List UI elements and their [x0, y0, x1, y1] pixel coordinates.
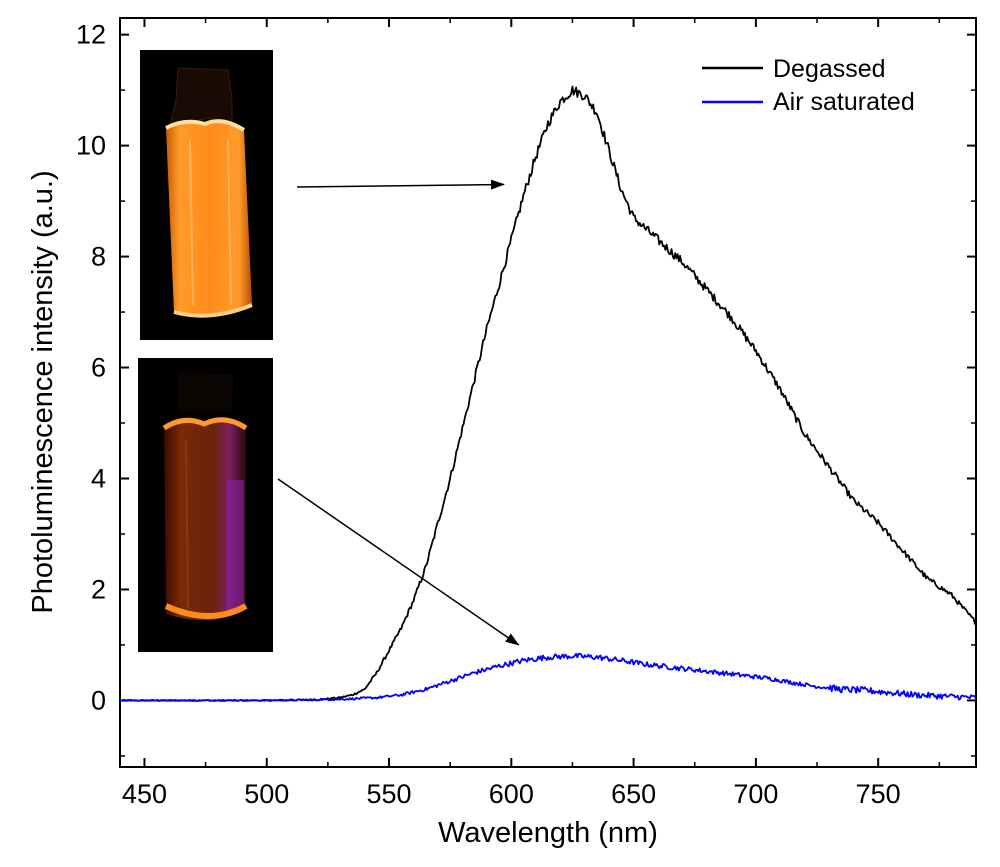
inset-air-saturated-vial-photo — [138, 358, 273, 652]
x-tick-label: 450 — [122, 779, 167, 809]
arrow-to-air-saturated-curve — [277, 478, 520, 646]
x-axis-title: Wavelength (nm) — [438, 817, 658, 849]
plot-area-frame — [119, 17, 977, 768]
x-tick-label: 600 — [489, 779, 534, 809]
x-tick-label: 650 — [611, 779, 656, 809]
x-tick-label: 550 — [366, 779, 411, 809]
y-tick-label: 0 — [91, 685, 106, 715]
x-axis: 450 500 550 600 650 700 750 — [122, 18, 941, 809]
arrow-to-degassed-curve — [296, 179, 505, 190]
y-tick-label: 4 — [91, 463, 106, 493]
legend-label-air-saturated: Air saturated — [773, 88, 915, 116]
x-tick-label: 700 — [733, 779, 778, 809]
series-line-air-saturated — [119, 652, 977, 702]
x-tick-label: 500 — [244, 779, 289, 809]
legend: Degassed Air saturated — [702, 55, 915, 116]
series-layer — [119, 85, 977, 702]
y-tick-label: 10 — [76, 131, 106, 161]
y-tick-label: 12 — [76, 20, 106, 50]
y-axis-title: Photoluminescence intensity (a.u.) — [27, 170, 59, 613]
y-axis: 0 2 4 6 8 10 12 — [76, 20, 976, 757]
y-tick-label: 6 — [91, 353, 106, 383]
y-tick-label: 2 — [91, 574, 106, 604]
inset-degassed-vial-photo — [140, 50, 273, 340]
y-tick-label: 8 — [91, 242, 106, 272]
x-tick-label: 750 — [856, 779, 901, 809]
legend-label-degassed: Degassed — [773, 55, 886, 83]
